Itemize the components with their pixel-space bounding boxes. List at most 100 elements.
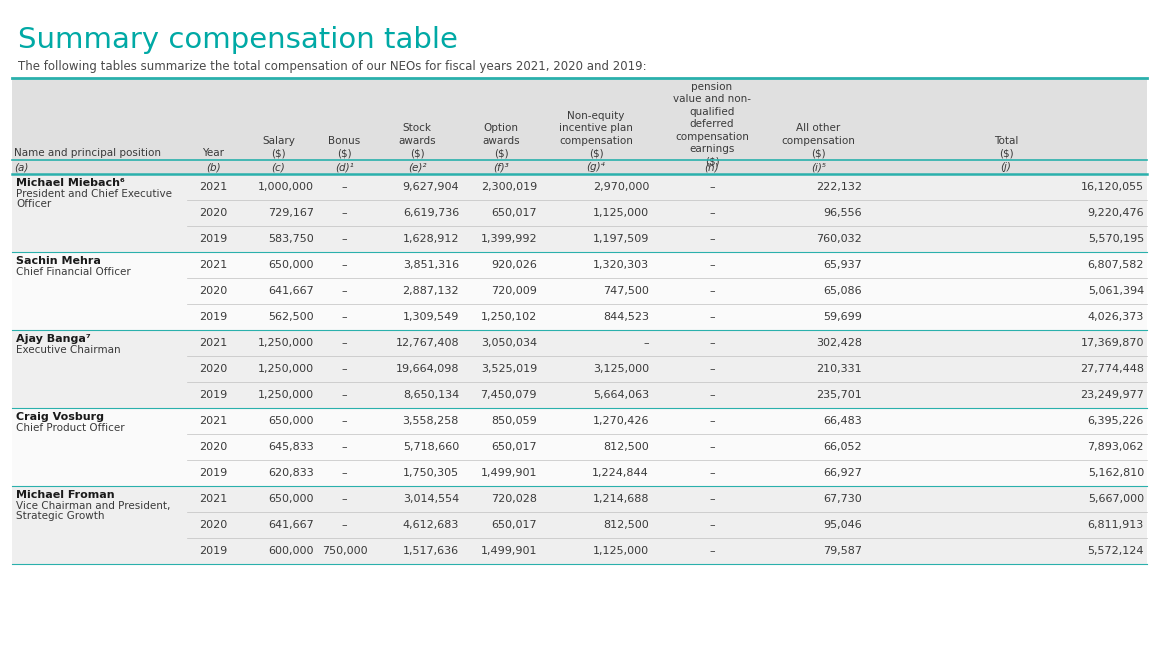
Text: (j): (j) — [1000, 162, 1012, 172]
Text: 23,249,977: 23,249,977 — [1080, 390, 1144, 400]
Text: 6,395,226: 6,395,226 — [1087, 416, 1144, 426]
Text: 6,811,913: 6,811,913 — [1088, 520, 1144, 530]
Text: 747,500: 747,500 — [603, 286, 649, 296]
Text: –: – — [709, 468, 715, 478]
Text: –: – — [342, 260, 348, 270]
Text: 645,833: 645,833 — [268, 442, 314, 452]
Text: –: – — [342, 468, 348, 478]
Text: 1,197,509: 1,197,509 — [592, 234, 649, 244]
Text: Summary compensation table: Summary compensation table — [19, 26, 458, 54]
Text: –: – — [709, 338, 715, 348]
Text: 1,125,000: 1,125,000 — [593, 546, 649, 556]
Text: 235,701: 235,701 — [816, 390, 862, 400]
Text: 3,558,258: 3,558,258 — [402, 416, 459, 426]
Text: –: – — [709, 182, 715, 192]
Text: 302,428: 302,428 — [816, 338, 862, 348]
Text: 2020: 2020 — [199, 286, 227, 296]
Text: Name and principal position: Name and principal position — [14, 148, 161, 158]
Text: –: – — [342, 182, 348, 192]
Text: 9,627,904: 9,627,904 — [402, 182, 459, 192]
Text: Ajay Banga⁷: Ajay Banga⁷ — [16, 334, 90, 344]
Text: 1,750,305: 1,750,305 — [403, 468, 459, 478]
Text: 1,499,901: 1,499,901 — [481, 546, 537, 556]
Text: Year: Year — [203, 148, 225, 158]
Text: Michael Miebach⁶: Michael Miebach⁶ — [16, 178, 125, 188]
Bar — [12, 78, 1147, 174]
Text: 2021: 2021 — [199, 416, 227, 426]
Text: 2021: 2021 — [199, 182, 227, 192]
Text: –: – — [643, 338, 649, 348]
Text: –: – — [342, 494, 348, 504]
Text: 1,320,303: 1,320,303 — [593, 260, 649, 270]
Text: (i)⁵: (i)⁵ — [811, 162, 826, 172]
Text: 79,587: 79,587 — [823, 546, 862, 556]
Text: 9,220,476: 9,220,476 — [1087, 208, 1144, 218]
Text: 1,499,901: 1,499,901 — [481, 468, 537, 478]
Text: (h): (h) — [705, 162, 720, 172]
Text: 8,650,134: 8,650,134 — [402, 390, 459, 400]
Text: 66,483: 66,483 — [823, 416, 862, 426]
Text: 4,612,683: 4,612,683 — [402, 520, 459, 530]
Text: 562,500: 562,500 — [269, 312, 314, 322]
Text: The following tables summarize the total compensation of our NEOs for fiscal yea: The following tables summarize the total… — [19, 60, 647, 73]
Text: 1,214,688: 1,214,688 — [592, 494, 649, 504]
Text: 5,572,124: 5,572,124 — [1087, 546, 1144, 556]
Text: 812,500: 812,500 — [603, 442, 649, 452]
Text: 2019: 2019 — [199, 390, 227, 400]
Text: (c): (c) — [271, 162, 285, 172]
Text: 1,250,000: 1,250,000 — [257, 364, 314, 374]
Text: Chief Product Officer: Chief Product Officer — [16, 423, 125, 433]
Bar — [12, 330, 1147, 408]
Text: 66,052: 66,052 — [823, 442, 862, 452]
Text: 12,767,408: 12,767,408 — [395, 338, 459, 348]
Text: Chief Financial Officer: Chief Financial Officer — [16, 267, 131, 277]
Text: 5,664,063: 5,664,063 — [593, 390, 649, 400]
Text: –: – — [709, 546, 715, 556]
Text: –: – — [342, 416, 348, 426]
Text: 650,017: 650,017 — [491, 208, 537, 218]
Text: 95,046: 95,046 — [823, 520, 862, 530]
Text: (g)⁴: (g)⁴ — [586, 162, 605, 172]
Text: 7,893,062: 7,893,062 — [1087, 442, 1144, 452]
Text: –: – — [709, 442, 715, 452]
Text: 3,851,316: 3,851,316 — [403, 260, 459, 270]
Text: 1,125,000: 1,125,000 — [593, 208, 649, 218]
Text: 17,369,870: 17,369,870 — [1080, 338, 1144, 348]
Text: –: – — [709, 364, 715, 374]
Text: –: – — [342, 390, 348, 400]
Text: 1,399,992: 1,399,992 — [480, 234, 537, 244]
Text: –: – — [709, 208, 715, 218]
Text: 19,664,098: 19,664,098 — [395, 364, 459, 374]
Text: 850,059: 850,059 — [491, 416, 537, 426]
Text: 65,937: 65,937 — [823, 260, 862, 270]
Text: 2020: 2020 — [199, 442, 227, 452]
Text: –: – — [342, 442, 348, 452]
Text: 844,523: 844,523 — [603, 312, 649, 322]
Text: 2019: 2019 — [199, 546, 227, 556]
Text: 67,730: 67,730 — [823, 494, 862, 504]
Text: 5,162,810: 5,162,810 — [1088, 468, 1144, 478]
Text: 720,009: 720,009 — [491, 286, 537, 296]
Text: Craig Vosburg: Craig Vosburg — [16, 412, 104, 422]
Text: Vice Chairman and President,: Vice Chairman and President, — [16, 501, 170, 511]
Text: 650,017: 650,017 — [491, 442, 537, 452]
Text: 1,628,912: 1,628,912 — [402, 234, 459, 244]
Text: 7,450,079: 7,450,079 — [481, 390, 537, 400]
Text: –: – — [709, 260, 715, 270]
Text: 2020: 2020 — [199, 208, 227, 218]
Text: 4,026,373: 4,026,373 — [1087, 312, 1144, 322]
Text: (e)²: (e)² — [408, 162, 427, 172]
Text: 1,250,000: 1,250,000 — [257, 390, 314, 400]
Text: 641,667: 641,667 — [268, 520, 314, 530]
Text: 641,667: 641,667 — [268, 286, 314, 296]
Text: 812,500: 812,500 — [603, 520, 649, 530]
Text: 2020: 2020 — [199, 520, 227, 530]
Bar — [12, 252, 1147, 330]
Text: 650,000: 650,000 — [269, 260, 314, 270]
Text: –: – — [342, 364, 348, 374]
Text: 1,270,426: 1,270,426 — [592, 416, 649, 426]
Text: 1,224,844: 1,224,844 — [592, 468, 649, 478]
Text: (a): (a) — [14, 162, 28, 172]
Text: 59,699: 59,699 — [823, 312, 862, 322]
Text: 3,014,554: 3,014,554 — [402, 494, 459, 504]
